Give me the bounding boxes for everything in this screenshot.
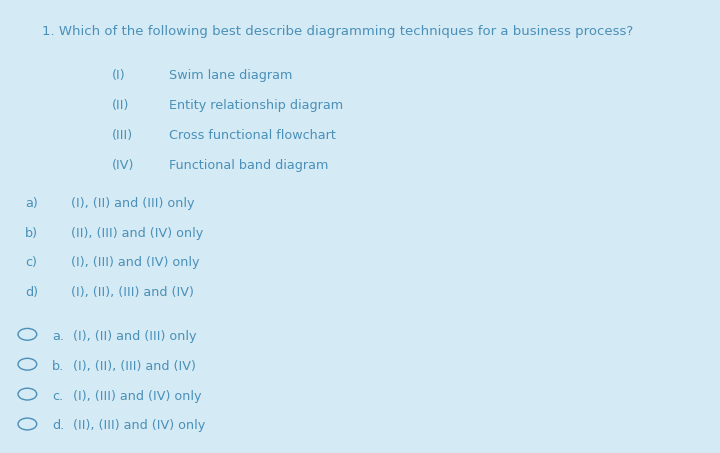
Text: (I): (I) bbox=[112, 69, 125, 82]
Text: b): b) bbox=[25, 226, 38, 240]
Text: c): c) bbox=[25, 256, 37, 270]
Text: d): d) bbox=[25, 286, 38, 299]
Text: b.: b. bbox=[52, 360, 64, 373]
Text: (III): (III) bbox=[112, 129, 132, 142]
Text: Cross functional flowchart: Cross functional flowchart bbox=[169, 129, 336, 142]
Text: Functional band diagram: Functional band diagram bbox=[169, 159, 328, 172]
Text: (I), (II), (III) and (IV): (I), (II), (III) and (IV) bbox=[73, 360, 197, 373]
Text: (I), (III) and (IV) only: (I), (III) and (IV) only bbox=[71, 256, 199, 270]
Text: (I), (II) and (III) only: (I), (II) and (III) only bbox=[73, 330, 197, 343]
Text: (II): (II) bbox=[112, 99, 129, 112]
Text: Entity relationship diagram: Entity relationship diagram bbox=[169, 99, 343, 112]
Text: (II), (III) and (IV) only: (II), (III) and (IV) only bbox=[71, 226, 203, 240]
Text: (II), (III) and (IV) only: (II), (III) and (IV) only bbox=[73, 419, 206, 433]
Text: a.: a. bbox=[52, 330, 64, 343]
Text: (IV): (IV) bbox=[112, 159, 134, 172]
Text: (I), (II) and (III) only: (I), (II) and (III) only bbox=[71, 197, 194, 210]
Text: c.: c. bbox=[52, 390, 63, 403]
Text: a): a) bbox=[25, 197, 38, 210]
Text: d.: d. bbox=[52, 419, 64, 433]
Text: (I), (II), (III) and (IV): (I), (II), (III) and (IV) bbox=[71, 286, 194, 299]
Text: Swim lane diagram: Swim lane diagram bbox=[169, 69, 292, 82]
Text: 1. Which of the following best describe diagramming techniques for a business pr: 1. Which of the following best describe … bbox=[42, 25, 633, 38]
Text: (I), (III) and (IV) only: (I), (III) and (IV) only bbox=[73, 390, 202, 403]
